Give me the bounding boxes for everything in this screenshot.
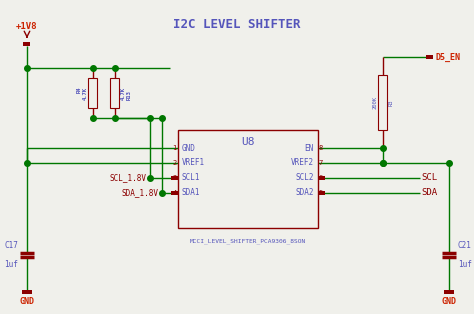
Bar [24,42,30,46]
Text: GND: GND [441,297,456,306]
Text: SCL_1.8V: SCL_1.8V [110,173,147,182]
Text: +1V8: +1V8 [16,22,38,31]
Text: 1: 1 [173,145,177,151]
Text: SCL1: SCL1 [182,173,201,182]
Text: SDA1: SDA1 [182,188,201,198]
Text: MCCI_LEVEL_SHIFTER_PCA9306_8SON: MCCI_LEVEL_SHIFTER_PCA9306_8SON [190,238,306,244]
Text: R4
4.7K: R4 4.7K [77,87,87,100]
Text: 7: 7 [319,160,323,166]
Text: GND: GND [19,297,35,306]
Text: R4
4.7K: R4 4.7K [77,87,87,100]
Bar [318,176,325,180]
Text: 1uf: 1uf [4,260,18,269]
Bar [178,130,318,228]
Bar [89,78,98,108]
Text: 8: 8 [319,145,323,151]
Bar [444,290,454,294]
Text: VREF1: VREF1 [182,159,205,167]
Bar [110,78,119,108]
Bar [426,55,433,59]
Text: C17: C17 [4,241,18,250]
Text: 4: 4 [173,190,177,196]
Text: SDA2: SDA2 [295,188,314,198]
Bar [171,176,178,180]
Text: VREF2: VREF2 [291,159,314,167]
Text: SDA: SDA [422,188,438,198]
Text: 4.7K
R13: 4.7K R13 [120,87,131,100]
Text: R3: R3 [388,99,393,106]
Text: SCL: SCL [422,173,438,182]
Text: 200K: 200K [372,96,377,109]
Text: EN: EN [304,143,314,153]
Text: SCL2: SCL2 [295,173,314,182]
Text: 2: 2 [173,160,177,166]
Text: 4.7K
R13: 4.7K R13 [120,87,131,100]
Text: 5: 5 [319,190,323,196]
Text: 3: 3 [173,175,177,181]
Text: SDA_1.8V: SDA_1.8V [122,188,159,198]
Text: U8: U8 [241,137,255,147]
Text: 6: 6 [319,175,323,181]
Text: GND: GND [182,143,196,153]
Bar [171,191,178,195]
Bar [22,290,32,294]
Bar [378,75,387,130]
Text: I2C LEVEL SHIFTER: I2C LEVEL SHIFTER [173,18,301,31]
Text: C21: C21 [457,241,472,250]
Text: 1uf: 1uf [457,260,472,269]
Text: D5_EN: D5_EN [435,52,460,62]
Bar [318,191,325,195]
